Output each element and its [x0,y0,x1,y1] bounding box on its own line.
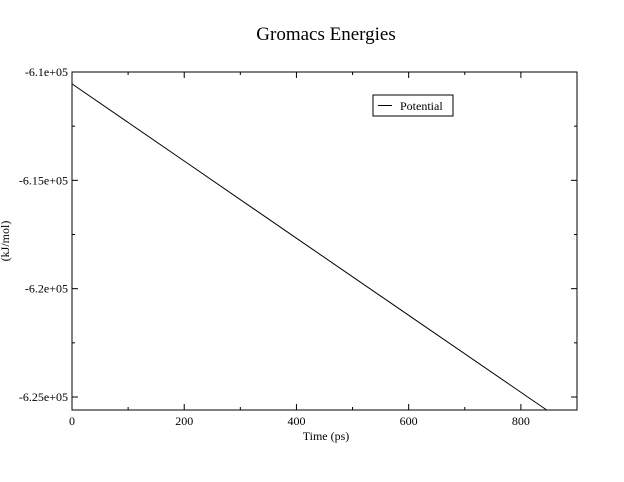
axis-tick-labels: 0 200 400 600 800 -6.1e+05 -6.15e+05 -6.2e+05 -6… [19,65,530,428]
x-axis-label: Time (ps) [303,429,350,443]
series-line-potential [71,83,547,411]
x-tick-label: 800 [512,414,530,428]
y-axis-label: (kJ/mol) [0,221,12,262]
legend-box [372,94,454,117]
legend-label-potential: Potential [400,99,443,113]
x-tick-label: 0 [69,414,75,428]
y-tick-label: -6.2e+05 [25,282,68,296]
y-tick-label: -6.15e+05 [19,173,68,187]
y-tick-label: -6.1e+05 [25,65,68,79]
x-tick-label: 400 [287,414,305,428]
y-tick-label: -6.25e+05 [19,390,68,404]
chart-title: Gromacs Energies [256,24,395,45]
x-tick-label: 600 [400,414,418,428]
series-lines [71,83,547,411]
plot-frame [71,71,578,411]
legend: Potential [372,94,454,117]
axis-ticks [71,71,578,410]
x-tick-label: 200 [175,414,193,428]
